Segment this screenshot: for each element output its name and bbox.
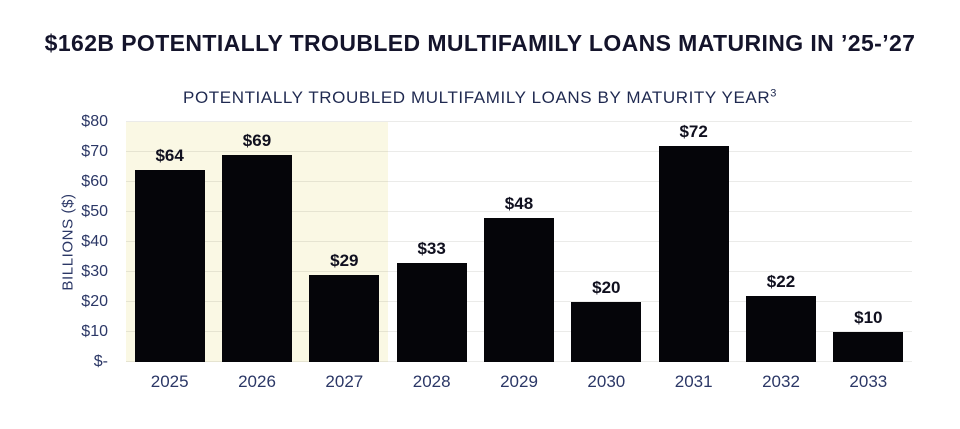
bar-2025 [134,170,205,362]
y-tick-label: $70 [81,143,108,160]
y-tick-label: $40 [81,233,108,250]
x-tick-label: 2031 [674,372,713,391]
bar-value-label: $29 [330,251,359,270]
y-tick-label: $50 [81,203,108,220]
bar-value-label: $10 [854,308,883,327]
bar-value-label: $20 [592,278,621,297]
bar-value-label: $69 [242,131,272,150]
bar-2027 [309,275,380,362]
bar-value-label: $22 [766,272,796,291]
x-tick-label: 2029 [500,372,538,391]
x-tick-label: 2026 [238,372,276,391]
bar-2028 [396,263,467,362]
y-tick-label: $- [93,353,108,370]
y-tick-label: $60 [81,173,108,190]
chart-title-footnote-marker: 3 [770,87,777,100]
bar-2030 [571,302,642,362]
chart-title: POTENTIALLY TROUBLED MULTIFAMILY LOANS B… [0,88,960,108]
x-tick-label: 2027 [325,372,364,391]
y-tick-label: $20 [81,293,108,310]
bar-2026 [222,155,292,362]
bar-2033 [833,332,904,362]
x-tick-label: 2025 [150,372,189,391]
y-tick-label: $80 [81,113,108,130]
y-tick-label: $30 [81,263,108,280]
gridline [126,211,912,212]
bar-value-label: $72 [679,122,708,141]
x-tick-label: 2032 [762,372,800,391]
bar-2032 [746,296,816,362]
chart-title-text: POTENTIALLY TROUBLED MULTIFAMILY LOANS B… [183,88,771,107]
gridline [126,181,912,182]
gridline [126,151,912,152]
y-tick-label: $10 [81,323,108,340]
bar-2029 [484,218,554,362]
bar-value-label: $33 [417,239,446,258]
gridline [126,121,912,122]
bar-2031 [658,146,729,362]
page-title: $162B POTENTIALLY TROUBLED MULTIFAMILY L… [44,30,916,56]
plot-area: $64 $69 $29 $33 $48 $20 $72 $22 $10 [126,121,912,362]
bar-value-label: $64 [155,146,184,165]
x-tick-label: 2028 [412,372,451,391]
x-tick-label: 2033 [849,372,888,391]
x-tick-label: 2030 [587,372,626,391]
bar-value-label: $48 [504,194,534,213]
